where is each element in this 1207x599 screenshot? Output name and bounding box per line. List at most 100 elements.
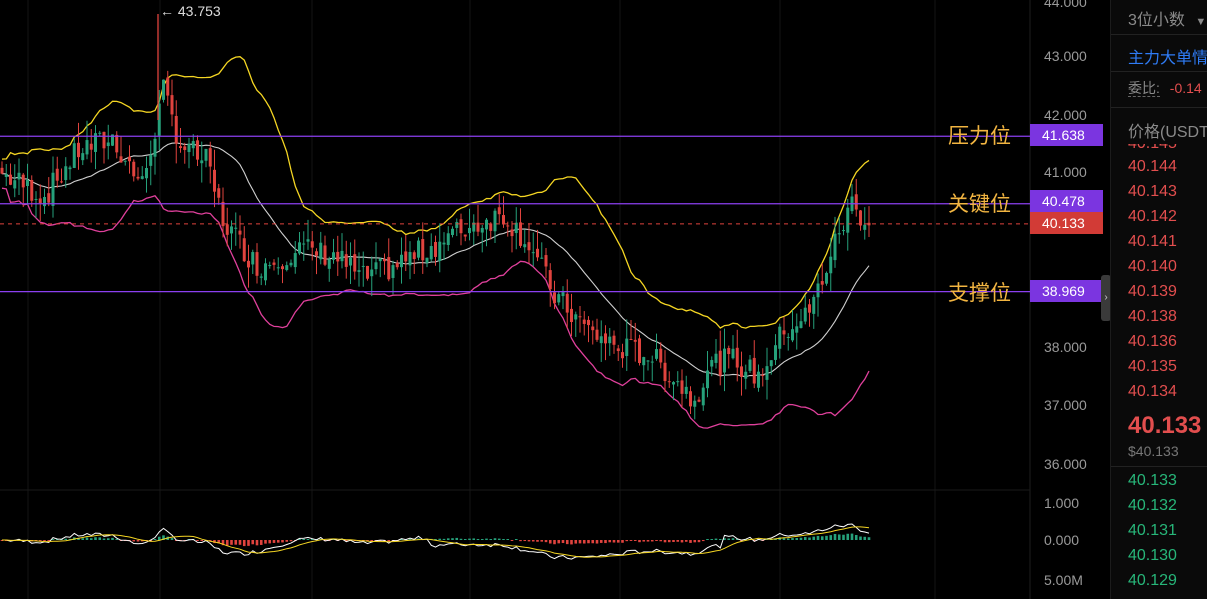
macd-bar [306,538,310,540]
bid-price[interactable]: 40.132 [1128,497,1177,514]
macd-bar [833,533,837,540]
candle-body [391,265,395,278]
candle-body [697,399,701,402]
ask-price[interactable]: 40.136 [1128,333,1177,350]
candle-body [374,262,378,270]
candle-body [425,257,429,263]
bid-price[interactable]: 40.131 [1128,522,1177,539]
ask-price[interactable]: 40.135 [1128,358,1177,375]
macd-bar [701,540,705,542]
macd-bar [706,539,709,540]
candle-body [30,180,34,201]
candle-body [204,148,208,161]
candle-body [621,352,624,359]
candle-body [259,276,263,278]
main-orders-tab[interactable]: 主力大单情 [1128,50,1207,67]
macd-bar [272,540,276,543]
candle-body [608,336,612,344]
macd-bar [782,538,786,540]
candle-body [115,134,119,153]
divider [1111,466,1207,467]
ask-price[interactable]: 40.140 [1128,258,1177,275]
candle-body [340,250,344,262]
macd-bar [604,540,607,544]
candle-body [332,252,335,260]
macd-bar [442,538,446,540]
ask-price[interactable]: 40.142 [1128,208,1177,225]
macd-bar [612,540,616,543]
macd-bar [659,540,663,542]
macd-bar [502,539,505,540]
y-tick: 37.000 [1044,397,1087,413]
macd-bar [51,539,55,540]
panel-collapse-handle[interactable]: › [1101,275,1111,321]
macd-bar [863,536,867,540]
last-price: 40.133 [1128,412,1202,439]
candle-body [4,174,8,178]
macd-bar [89,538,93,540]
candle-body [625,338,629,357]
macd-y-tick: 1.000 [1044,495,1080,511]
macd-bar [281,540,284,543]
candle-body [502,215,505,225]
macd-dif-line [2,523,870,560]
macd-bar [68,538,72,540]
macd-bar [485,538,488,540]
macd-bar [638,540,641,543]
macd-bar [578,540,582,544]
macd-bar [842,534,845,540]
ask-price[interactable]: 40.144 [1128,158,1177,175]
macd-bar [259,540,263,545]
price-chart[interactable] [0,0,1110,599]
candle-body [761,374,765,377]
candle-body [536,248,539,258]
macd-bar [196,540,199,541]
macd-bar [752,540,756,541]
macd-bar [217,540,221,544]
candle-body [106,142,110,147]
candle-body [599,336,603,344]
ask-price[interactable]: 40.145 [1128,135,1177,152]
candle-body [170,95,174,115]
candle-body [319,242,323,260]
resistance-price-tag: 41.638 [1030,124,1103,146]
candle-body [242,238,246,262]
macd-bar [170,538,174,540]
chart-area[interactable] [0,0,1110,599]
candle-body [667,381,671,383]
candle-body [442,242,446,245]
resistance-label: 压力位 [948,124,1011,148]
bid-price[interactable]: 40.133 [1128,472,1177,489]
macd-bar [408,539,412,540]
candle-body [723,348,726,373]
candle-body [765,366,769,380]
macd-bar [642,540,646,542]
candle-body [463,234,467,237]
candle-body [497,207,501,215]
candle-body [727,348,731,355]
decimals-select[interactable]: 3位小数 ▼ [1128,6,1206,30]
macd-bar [629,540,633,541]
macd-bar [646,540,650,542]
macd-bar [81,538,85,540]
ask-price[interactable]: 40.138 [1128,308,1177,325]
candle-body [574,314,578,320]
macd-bar [650,540,654,542]
candle-body [489,223,493,231]
macd-bar [106,538,110,540]
ask-price[interactable]: 40.143 [1128,183,1177,200]
macd-bar [370,540,374,541]
ask-price[interactable]: 40.139 [1128,283,1177,300]
bid-price[interactable]: 40.129 [1128,572,1177,589]
bid-price[interactable]: 40.130 [1128,547,1177,564]
candle-body [383,259,386,262]
candle-body [217,188,221,198]
candle-body [370,269,374,277]
candle-body [680,380,684,394]
candle-body [255,252,259,276]
candle-body [612,335,616,345]
macd-bar [344,540,348,541]
macd-bar [480,539,484,540]
ask-price[interactable]: 40.141 [1128,233,1177,250]
ask-price[interactable]: 40.134 [1128,383,1177,400]
